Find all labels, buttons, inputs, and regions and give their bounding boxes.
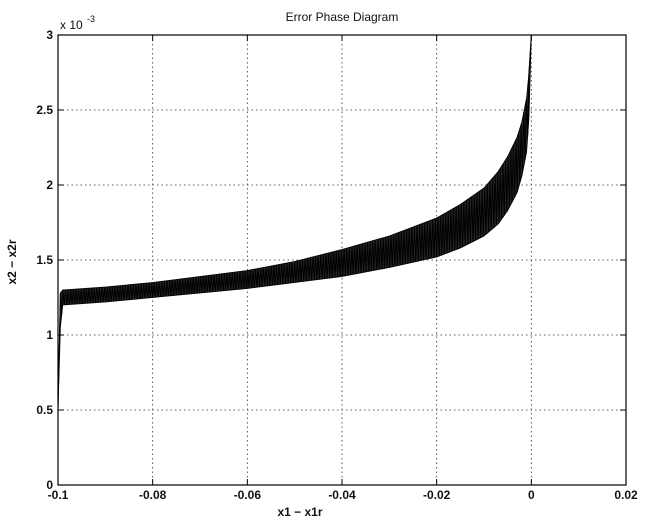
x-tick-label: 0.02 bbox=[614, 488, 638, 502]
x-tick-labels: -0.1 -0.08 -0.06 -0.04 -0.02 0 0.02 bbox=[48, 488, 638, 502]
y-multiplier: x 10 -3 bbox=[60, 14, 95, 32]
x-tick-label: -0.08 bbox=[139, 488, 167, 502]
x-tick-label: -0.06 bbox=[234, 488, 262, 502]
x-tick-label: -0.04 bbox=[328, 488, 356, 502]
x-tick-label: -0.1 bbox=[48, 488, 69, 502]
y-tick-labels: 0 0.5 1 1.5 2 2.5 3 bbox=[36, 28, 53, 492]
x-tick-label: -0.02 bbox=[423, 488, 451, 502]
trajectory-line bbox=[57, 34, 532, 485]
y-tick-label: 0.5 bbox=[36, 403, 53, 417]
y-multiplier-exponent: -3 bbox=[87, 14, 95, 24]
x-tick-label: 0 bbox=[528, 488, 535, 502]
y-axis-label: x2 − x2r bbox=[5, 239, 19, 284]
y-tick-label: 2 bbox=[46, 178, 53, 192]
y-multiplier-base: x 10 bbox=[60, 18, 83, 32]
y-tick-label: 3 bbox=[46, 28, 53, 42]
y-tick-label: 1 bbox=[46, 328, 53, 342]
y-tick-label: 0 bbox=[46, 478, 53, 492]
ticks bbox=[57, 34, 627, 486]
chart-title: Error Phase Diagram bbox=[286, 10, 399, 24]
x-axis-label: x1 − x1r bbox=[277, 505, 322, 519]
y-tick-label: 2.5 bbox=[36, 103, 53, 117]
y-tick-label: 1.5 bbox=[36, 253, 53, 267]
